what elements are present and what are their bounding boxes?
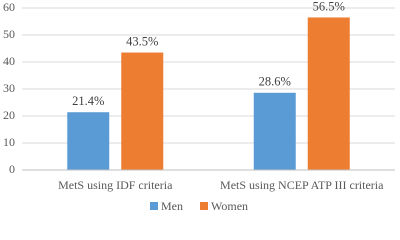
- y-tick-label: 0: [9, 162, 15, 176]
- legend-swatch: [150, 202, 158, 210]
- bar: [253, 92, 296, 170]
- y-tick-label: 20: [3, 108, 15, 122]
- x-tick-label: MetS using NCEP ATP III criteria: [220, 178, 384, 192]
- y-tick-label: 40: [3, 54, 15, 68]
- legend-swatch: [200, 202, 208, 210]
- bar: [307, 17, 350, 171]
- y-tick-label: 30: [3, 81, 15, 95]
- legend-label: Women: [211, 199, 248, 213]
- bar: [121, 52, 164, 170]
- chart: 0 10 20 30 40 50 60 MetS using IDF criteria 21.4…: [3, 0, 395, 213]
- value-label: 28.6%: [259, 75, 291, 89]
- bar: [67, 112, 110, 170]
- y-tick-label: 10: [3, 135, 15, 149]
- value-label: 43.5%: [126, 34, 158, 48]
- y-tick-label: 50: [3, 27, 15, 41]
- value-label: 56.5%: [313, 0, 345, 13]
- y-tick-label: 60: [3, 0, 15, 14]
- x-tick-label: MetS using IDF criteria: [58, 178, 173, 192]
- legend-label: Men: [161, 199, 183, 213]
- value-label: 21.4%: [72, 94, 104, 108]
